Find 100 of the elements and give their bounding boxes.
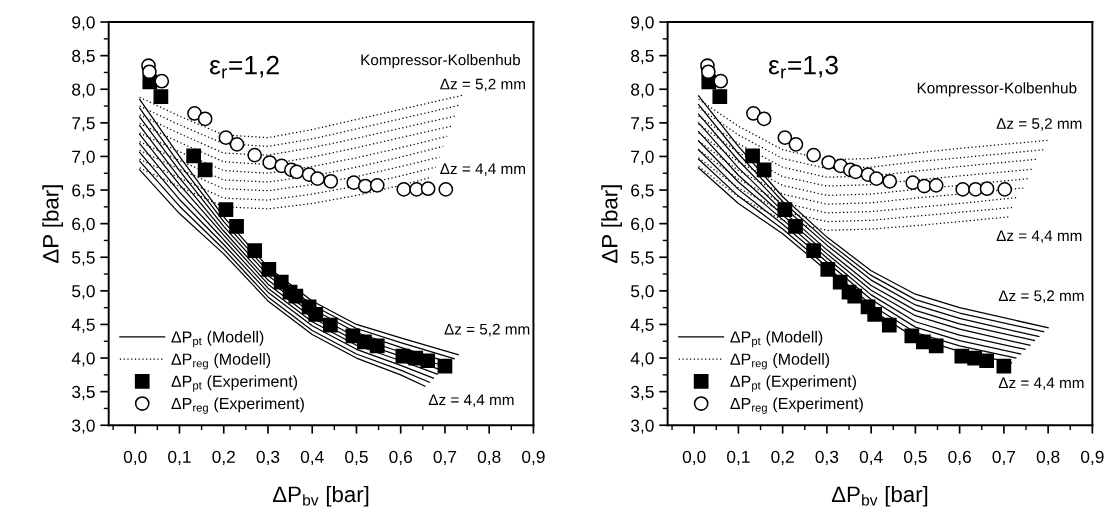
point — [438, 182, 454, 197]
annotation: Δz = 4,4 mm — [428, 394, 514, 407]
y-tick-label: 3,0 — [72, 419, 95, 434]
point — [247, 147, 263, 163]
legend-label: ΔP$_{reg}$ (Experiment) — [171, 397, 304, 414]
point — [821, 155, 837, 170]
point — [700, 64, 716, 80]
annotation: Δz = 5,2 mm — [440, 78, 525, 92]
point — [409, 182, 424, 197]
point — [420, 353, 436, 369]
point — [788, 136, 804, 152]
legend-label: ΔP$_{pt}$ (Modell) — [730, 330, 823, 348]
point — [322, 317, 338, 333]
point — [756, 111, 772, 127]
x-tick-label: 0,9 — [1080, 450, 1104, 466]
point — [229, 136, 245, 152]
point — [288, 288, 304, 304]
annotation: Δz = 5,2 mm — [996, 118, 1082, 131]
point — [346, 175, 362, 191]
y-tick-label: 5,0 — [72, 285, 95, 300]
point — [229, 218, 244, 234]
y-tick-label: 3,5 — [630, 385, 654, 401]
y-tick-label: 7,5 — [72, 117, 95, 132]
point — [806, 243, 821, 258]
point — [187, 106, 202, 121]
y-tick-label: 8,0 — [631, 83, 654, 98]
point — [308, 307, 324, 322]
point — [777, 202, 793, 217]
point — [979, 353, 994, 369]
x-tick-label: 0,3 — [815, 450, 839, 466]
point — [905, 175, 921, 191]
point — [996, 358, 1012, 374]
x-tick-label: 0,0 — [682, 450, 706, 466]
x-tick-label: 0,7 — [992, 450, 1016, 466]
x-tick-label: 0,1 — [168, 450, 191, 466]
point — [916, 178, 932, 194]
y-tick-label: 6,0 — [72, 217, 95, 233]
y-tick-label: 8,0 — [72, 83, 95, 98]
annotation: Δz = 4,4 mm — [440, 163, 525, 176]
point — [186, 148, 201, 164]
x-tick-label: 0,7 — [433, 450, 457, 466]
x-tick-label: 0,4 — [300, 450, 324, 466]
y-tick-label: 4,0 — [71, 352, 95, 367]
x-tick-label: 0,1 — [727, 450, 750, 466]
annotation: Δz = 5,2 mm — [998, 290, 1084, 303]
point — [247, 243, 263, 258]
y-tick-label: 4,5 — [71, 318, 95, 333]
x-tick-label: 0,2 — [212, 450, 235, 466]
point — [756, 162, 772, 178]
annotation: Δz = 4,4 mm — [998, 377, 1084, 391]
point — [218, 202, 234, 217]
point — [928, 177, 944, 193]
legend-label: ΔP$_{reg}$ (Experiment) — [730, 397, 863, 414]
point — [881, 317, 897, 333]
y-axis-title: ΔP [bar] — [42, 185, 64, 263]
text: ε$_{r}$=1,2 — [210, 55, 279, 79]
x-tick-label: 0,6 — [948, 450, 971, 466]
point — [712, 89, 728, 105]
y-tick-label: 6,0 — [631, 217, 654, 233]
point — [997, 182, 1013, 197]
point — [153, 89, 169, 105]
annotation: Δz = 4,4 mm — [996, 230, 1082, 243]
legend-label: ΔP$_{pt}$ (Experiment) — [171, 375, 298, 392]
y-tick-label: 6,5 — [631, 184, 654, 199]
point — [788, 218, 803, 234]
point — [310, 171, 325, 186]
x-tick-label: 0,6 — [389, 450, 412, 466]
y-tick-label: 7,0 — [72, 150, 95, 165]
point — [396, 182, 412, 197]
y-tick-label: 6,5 — [72, 184, 95, 199]
point — [928, 338, 944, 354]
point — [745, 148, 760, 164]
x-axis-title: ΔP$_{bv}$ [bar] — [272, 485, 369, 507]
x-tick-label: 0,8 — [477, 450, 501, 466]
y-tick-label: 9,0 — [631, 16, 654, 31]
point — [323, 173, 339, 189]
y-tick-label: 5,5 — [630, 251, 654, 266]
x-tick-label: 0,2 — [771, 450, 794, 466]
point — [777, 130, 793, 145]
x-tick-label: 0,5 — [904, 450, 927, 466]
point — [261, 261, 277, 277]
annotation: Kompressor-Kolbenhub — [917, 82, 1077, 97]
point — [806, 147, 821, 163]
point — [882, 173, 898, 189]
y-tick-label: 4,0 — [630, 352, 654, 367]
x-tick-label: 0,3 — [256, 450, 280, 466]
point — [867, 307, 883, 322]
point — [713, 73, 729, 89]
y-tick-label: 8,5 — [72, 49, 95, 65]
y-tick-label: 3,5 — [72, 385, 95, 401]
point — [848, 164, 864, 180]
point — [197, 111, 213, 127]
y-tick-label: 5,0 — [630, 285, 654, 300]
point — [142, 64, 157, 80]
point — [369, 177, 385, 193]
point — [218, 130, 234, 145]
point — [262, 155, 278, 170]
x-axis-title: ΔP$_{bv}$ [bar] — [831, 485, 928, 507]
y-tick-label: 7,0 — [631, 150, 654, 165]
point — [369, 338, 385, 354]
